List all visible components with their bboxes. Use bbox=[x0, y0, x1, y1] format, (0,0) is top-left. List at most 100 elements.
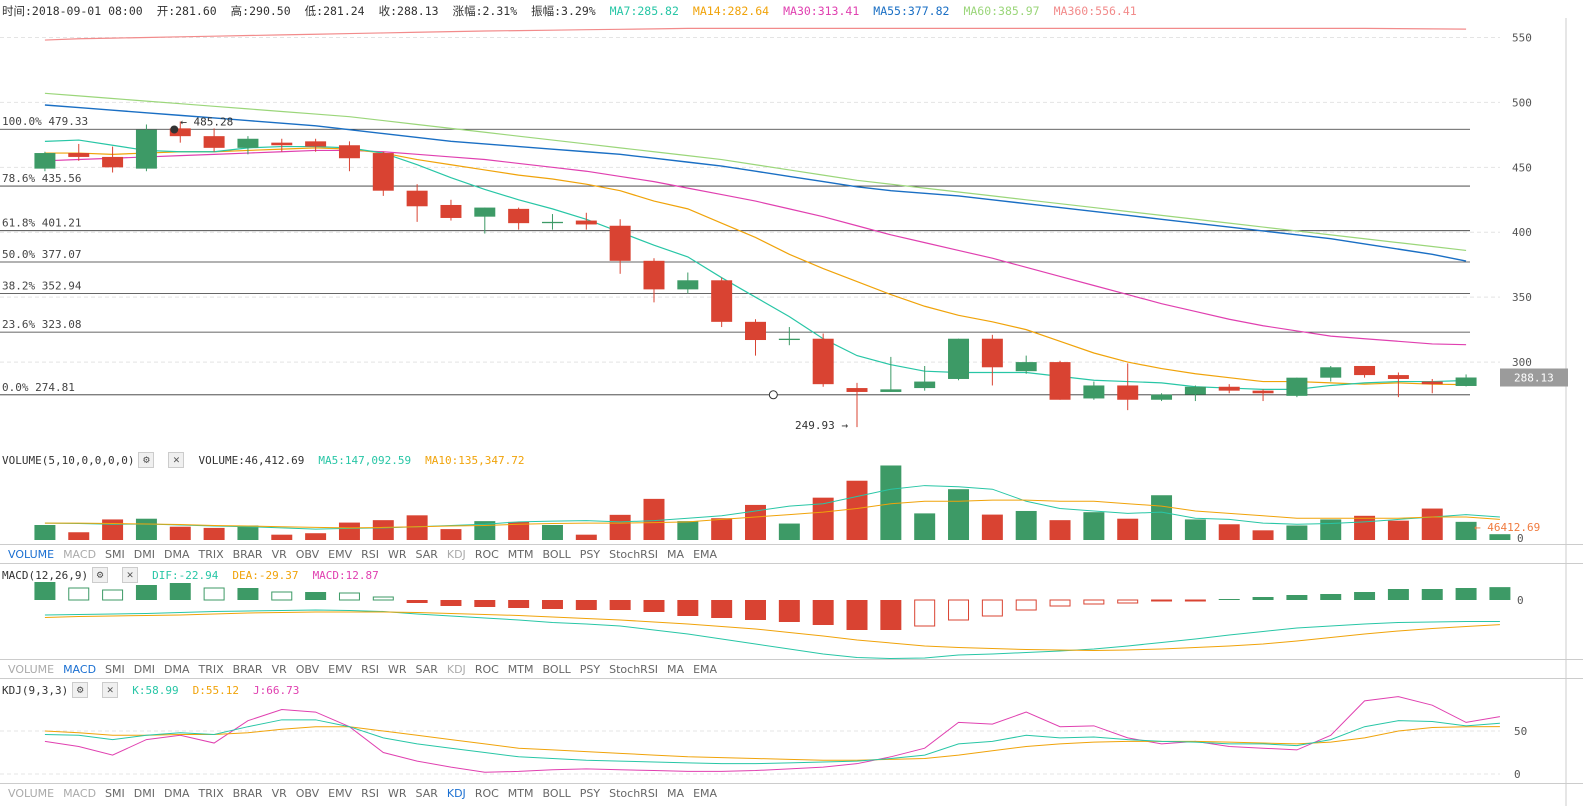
tab-dmi[interactable]: DMI bbox=[133, 787, 155, 800]
tab-ma[interactable]: MA bbox=[667, 787, 685, 800]
tab-brar[interactable]: BRAR bbox=[232, 663, 263, 676]
tab-ema[interactable]: EMA bbox=[693, 548, 718, 561]
candle-body bbox=[880, 389, 902, 392]
tab-trix[interactable]: TRIX bbox=[198, 548, 224, 561]
tab-mtm[interactable]: MTM bbox=[507, 787, 534, 800]
tab-wr[interactable]: WR bbox=[387, 548, 407, 561]
candle-body bbox=[575, 220, 597, 225]
tab-ema[interactable]: EMA bbox=[693, 663, 718, 676]
tab-wr[interactable]: WR bbox=[387, 787, 407, 800]
tab-stochrsi[interactable]: StochRSI bbox=[609, 787, 659, 800]
tab-boll[interactable]: BOLL bbox=[542, 548, 571, 561]
candle-body bbox=[948, 338, 970, 379]
tab-rsi[interactable]: RSI bbox=[361, 663, 379, 676]
tab-emv[interactable]: EMV bbox=[328, 787, 353, 800]
tab-obv[interactable]: OBV bbox=[295, 663, 320, 676]
close-icon[interactable]: ✕ bbox=[102, 682, 119, 698]
tab-boll[interactable]: BOLL bbox=[542, 787, 571, 800]
tab-sar[interactable]: SAR bbox=[415, 663, 438, 676]
tab-kdj[interactable]: KDJ bbox=[446, 548, 466, 561]
macd-dif-line bbox=[44, 609, 1500, 660]
gear-icon[interactable]: ⚙ bbox=[92, 567, 109, 583]
close-icon[interactable]: ✕ bbox=[168, 452, 185, 468]
tab-psy[interactable]: PSY bbox=[579, 787, 601, 800]
tab-ma[interactable]: MA bbox=[667, 548, 685, 561]
tab-macd[interactable]: MACD bbox=[63, 787, 97, 800]
tab-brar[interactable]: BRAR bbox=[232, 548, 263, 561]
divider bbox=[0, 659, 1583, 660]
volume-bar bbox=[880, 465, 902, 540]
tab-macd[interactable]: MACD bbox=[63, 548, 97, 561]
price-tick: 350 bbox=[1512, 291, 1532, 304]
fib-label: 38.2% 352.94 bbox=[2, 279, 82, 292]
tab-mtm[interactable]: MTM bbox=[507, 548, 534, 561]
volume-bar bbox=[372, 520, 394, 540]
candle-body bbox=[711, 280, 733, 322]
tab-rsi[interactable]: RSI bbox=[361, 548, 379, 561]
tab-emv[interactable]: EMV bbox=[328, 548, 353, 561]
tab-smi[interactable]: SMI bbox=[105, 787, 125, 800]
tab-dma[interactable]: DMA bbox=[163, 548, 190, 561]
candle-body bbox=[1184, 386, 1206, 395]
tab-vr[interactable]: VR bbox=[271, 663, 287, 676]
macd-hist-bar bbox=[102, 589, 124, 601]
tab-trix[interactable]: TRIX bbox=[198, 663, 224, 676]
tab-wr[interactable]: WR bbox=[387, 663, 407, 676]
tab-emv[interactable]: EMV bbox=[328, 663, 353, 676]
tab-psy[interactable]: PSY bbox=[579, 548, 601, 561]
tab-smi[interactable]: SMI bbox=[105, 548, 125, 561]
tab-boll[interactable]: BOLL bbox=[542, 663, 571, 676]
tab-macd[interactable]: MACD bbox=[63, 663, 97, 676]
tab-kdj[interactable]: KDJ bbox=[446, 663, 466, 676]
close-icon[interactable]: ✕ bbox=[122, 567, 139, 583]
macd-hist-bar bbox=[406, 600, 428, 603]
volume-bar bbox=[271, 534, 293, 540]
macd-hist-bar bbox=[1455, 588, 1477, 600]
volume-bar bbox=[203, 527, 225, 540]
macd-hist-bar bbox=[609, 600, 631, 610]
tab-vr[interactable]: VR bbox=[271, 548, 287, 561]
volume-bar bbox=[1489, 534, 1511, 540]
volume-bar bbox=[1320, 519, 1342, 540]
tab-volume[interactable]: VOLUME bbox=[8, 663, 55, 676]
tab-stochrsi[interactable]: StochRSI bbox=[609, 663, 659, 676]
tab-dmi[interactable]: DMI bbox=[133, 548, 155, 561]
ma360-line bbox=[44, 27, 1467, 41]
tab-smi[interactable]: SMI bbox=[105, 663, 125, 676]
macd-hist-bar bbox=[1184, 599, 1206, 602]
tab-stochrsi[interactable]: StochRSI bbox=[609, 548, 659, 561]
tab-roc[interactable]: ROC bbox=[474, 548, 499, 561]
tab-psy[interactable]: PSY bbox=[579, 663, 601, 676]
volume-bar bbox=[1421, 508, 1443, 540]
tab-ema[interactable]: EMA bbox=[693, 787, 718, 800]
candle-body bbox=[1421, 381, 1443, 385]
tab-volume[interactable]: VOLUME bbox=[8, 787, 55, 800]
kdj-param-label: KDJ(9,3,3) bbox=[2, 683, 69, 697]
tab-brar[interactable]: BRAR bbox=[232, 787, 263, 800]
tab-dma[interactable]: DMA bbox=[163, 663, 190, 676]
tab-obv[interactable]: OBV bbox=[295, 548, 320, 561]
tab-sar[interactable]: SAR bbox=[415, 548, 438, 561]
tab-volume[interactable]: VOLUME bbox=[8, 548, 55, 561]
tab-mtm[interactable]: MTM bbox=[507, 663, 534, 676]
gear-icon[interactable]: ⚙ bbox=[72, 682, 89, 698]
tab-ma[interactable]: MA bbox=[667, 663, 685, 676]
volume-bar bbox=[745, 504, 766, 540]
tab-roc[interactable]: ROC bbox=[474, 787, 499, 800]
tab-trix[interactable]: TRIX bbox=[198, 787, 224, 800]
tab-obv[interactable]: OBV bbox=[295, 787, 320, 800]
volume-current-label: ← 46412.69 bbox=[1474, 521, 1540, 534]
tab-sar[interactable]: SAR bbox=[415, 787, 438, 800]
macd-hist-bar bbox=[1218, 599, 1240, 600]
tab-roc[interactable]: ROC bbox=[474, 663, 499, 676]
tab-vr[interactable]: VR bbox=[271, 787, 287, 800]
tab-kdj[interactable]: KDJ bbox=[446, 787, 466, 800]
tab-rsi[interactable]: RSI bbox=[361, 787, 379, 800]
tab-dma[interactable]: DMA bbox=[163, 787, 190, 800]
candle-body bbox=[677, 280, 699, 290]
gear-icon[interactable]: ⚙ bbox=[138, 452, 155, 468]
macd-hist-bar bbox=[812, 600, 834, 625]
volume-bar bbox=[1252, 530, 1274, 540]
tab-dmi[interactable]: DMI bbox=[133, 663, 155, 676]
